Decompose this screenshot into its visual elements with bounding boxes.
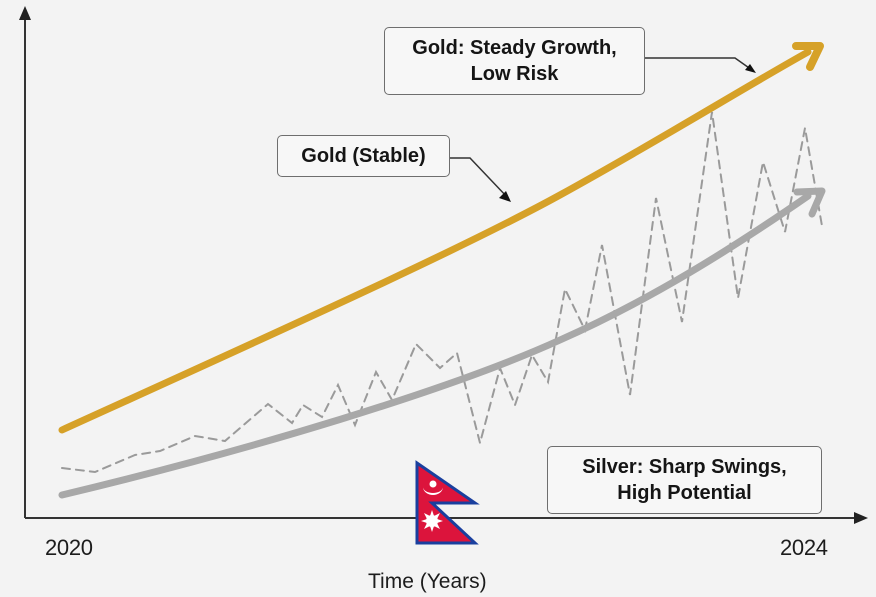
x-axis-arrow-icon xyxy=(854,512,868,524)
callout-gold-growth-line1: Gold: Steady Growth, xyxy=(412,37,617,59)
x-tick-start: 2020 xyxy=(45,535,93,560)
silver-volatile-line xyxy=(61,111,823,474)
silver-arrowhead-icon xyxy=(793,187,826,218)
y-axis xyxy=(19,6,31,518)
callout-silver-swings-line1: Silver: Sharp Swings, xyxy=(582,456,787,478)
x-tick-end: 2024 xyxy=(780,535,828,560)
x-axis-title: Time (Years) xyxy=(368,570,487,593)
pointer-arrow-icon xyxy=(499,191,511,202)
callout-gold-stable: Gold (Stable) xyxy=(277,135,450,177)
callout-gold-stable-label: Gold (Stable) xyxy=(301,145,426,167)
callout-connector-gold-growth xyxy=(645,57,756,73)
nepal-flag-icon xyxy=(415,460,480,545)
callout-gold-growth: Gold: Steady Growth, Low Risk xyxy=(384,27,645,95)
callout-silver-swings: Silver: Sharp Swings, High Potential xyxy=(547,446,822,514)
y-axis-arrow-icon xyxy=(19,6,31,20)
callout-gold-growth-line2: Low Risk xyxy=(470,63,559,85)
callout-silver-swings-line2: High Potential xyxy=(617,482,752,504)
callout-connector-gold-stable xyxy=(450,157,511,202)
gold-trend-arrow xyxy=(58,42,824,434)
pointer-arrow-icon xyxy=(745,64,756,73)
silver-trend-arrow xyxy=(58,187,826,499)
gold-arrowhead-icon xyxy=(792,42,824,71)
